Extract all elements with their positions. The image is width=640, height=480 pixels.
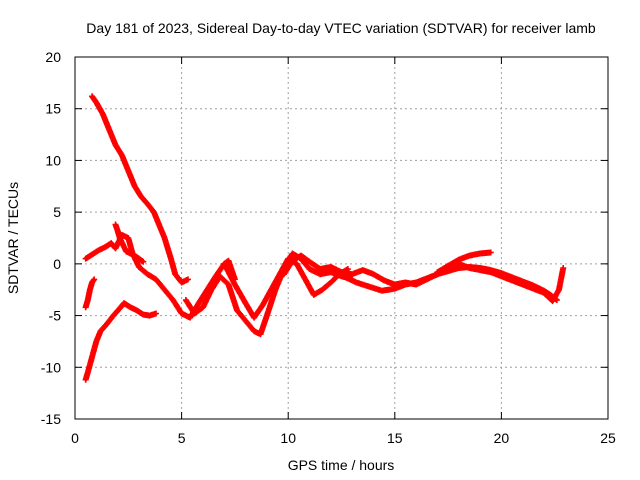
y-axis-label: SDTVAR / TECUs <box>5 182 21 294</box>
y-tick-label: 15 <box>45 101 61 117</box>
y-tick-label: 0 <box>53 256 61 272</box>
data-points <box>82 93 567 383</box>
data-point <box>153 310 160 317</box>
grid-lines <box>75 57 608 419</box>
y-tick-label: -5 <box>49 308 62 324</box>
x-tick-label: 10 <box>280 430 296 446</box>
series-trace-e <box>112 221 147 265</box>
x-tick-label: 5 <box>178 430 186 446</box>
data-point <box>184 276 191 283</box>
x-tick-label: 25 <box>600 430 616 446</box>
x-axis-label: GPS time / hours <box>288 457 395 473</box>
series-trace-c <box>82 276 98 311</box>
series-trace-a <box>89 93 191 286</box>
chart-title: Day 181 of 2023, Sidereal Day-to-day VTE… <box>86 20 596 36</box>
series-trace-j <box>434 260 567 305</box>
y-tick-label: 20 <box>45 49 61 65</box>
x-tick-label: 15 <box>387 430 403 446</box>
y-tick-label: 10 <box>45 152 61 168</box>
data-point <box>487 249 494 256</box>
plot-frame <box>74 56 609 420</box>
x-tick-labels: 0 5 10 15 20 25 <box>71 430 616 446</box>
data-point <box>560 264 567 271</box>
data-point <box>91 276 98 283</box>
series-trace-b <box>82 231 238 321</box>
x-tick-label: 0 <box>71 430 79 446</box>
y-tick-label: 5 <box>53 204 61 220</box>
axis-ticks <box>74 56 609 420</box>
y-tick-label: -15 <box>41 411 61 427</box>
y-tick-labels: -15 -10 -5 0 5 10 15 20 <box>41 49 61 427</box>
x-tick-label: 20 <box>494 430 510 446</box>
y-tick-label: -10 <box>41 359 61 375</box>
series-trace-d <box>82 300 160 383</box>
data-point <box>140 258 147 265</box>
